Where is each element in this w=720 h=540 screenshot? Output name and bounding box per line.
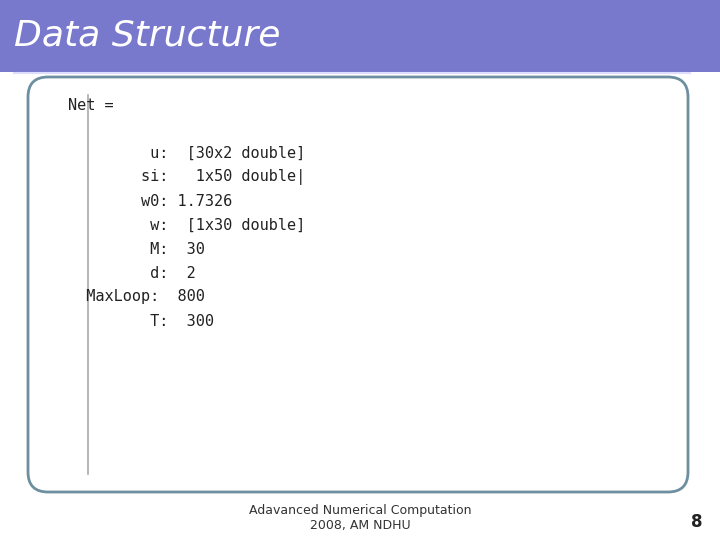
Text: d:  2: d: 2: [68, 266, 196, 280]
Text: T:  300: T: 300: [68, 314, 214, 328]
Text: MaxLoop:  800: MaxLoop: 800: [68, 289, 205, 305]
Text: Net =: Net =: [68, 98, 114, 112]
Bar: [0, 0, 720, 72]
Text: w0: 1.7326: w0: 1.7326: [68, 193, 233, 208]
Text: w:  [1x30 double]: w: [1x30 double]: [68, 218, 305, 233]
Text: M:  30: M: 30: [68, 241, 205, 256]
Text: u:  [30x2 double]: u: [30x2 double]: [68, 145, 305, 160]
Text: Data Structure: Data Structure: [14, 19, 281, 53]
Text: Adavanced Numerical Computation
2008, AM NDHU: Adavanced Numerical Computation 2008, AM…: [248, 504, 472, 532]
Text: si:   1x50 double|: si: 1x50 double|: [68, 169, 305, 185]
Text: 8: 8: [691, 513, 703, 531]
FancyBboxPatch shape: [28, 77, 688, 492]
